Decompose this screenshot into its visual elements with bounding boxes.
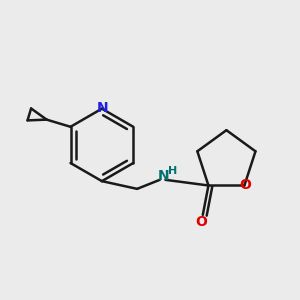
Text: O: O — [196, 215, 208, 229]
Text: H: H — [168, 166, 177, 176]
Text: N: N — [97, 100, 109, 115]
Text: O: O — [240, 178, 251, 193]
Text: N: N — [158, 169, 169, 183]
